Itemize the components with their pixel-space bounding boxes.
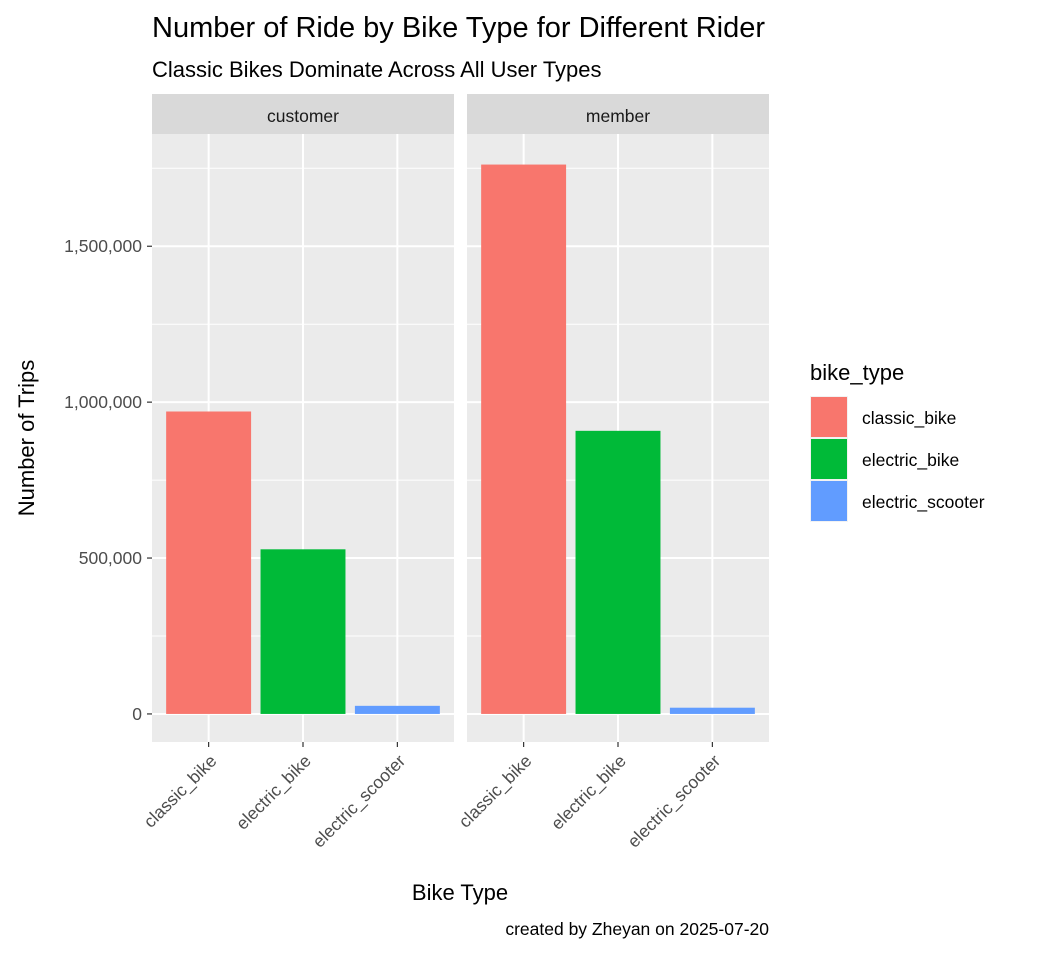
legend-key-electric-bike [811,439,847,479]
legend-label: electric_scooter [862,492,985,513]
facet-panels: customer member [152,94,769,742]
y-tick-label: 0 [132,704,142,724]
legend-key-electric-scooter [811,481,847,521]
x-tick-label: electric_scooter [308,751,410,853]
y-tick-label: 500,000 [79,548,143,568]
legend: bike_type classic_bike electric_bikeelect… [810,360,985,522]
x-axis-title: Bike Type [412,880,508,905]
facet-label: customer [267,106,339,126]
x-tick-label: electric_bike [547,751,631,835]
x-tick-label: electric_scooter [623,751,725,853]
y-axis-title: Number of Trips [14,360,39,517]
facet-label: member [586,106,650,126]
facet-panel-member: member [467,94,769,742]
x-axis: classic_bike electric_bikeelectric_scoote… [140,742,725,852]
chart-caption: created by Zheyan on 2025-07-20 [505,919,769,939]
bar-member-electric-bike [575,430,661,714]
y-axis: 0 500,000 1,000,000 1,500,000 [64,236,152,724]
x-tick-label: classic_bike [140,751,222,833]
facet-strip [467,94,769,134]
bar-customer-electric-bike [260,549,346,714]
chart-subtitle: Classic Bikes Dominate Across All User T… [152,57,602,82]
facet-strip [152,94,454,134]
bar-member-electric-scooter [669,707,755,714]
facet-panel-customer: customer [152,94,454,742]
x-tick-label: electric_bike [232,751,316,835]
y-tick-label: 1,000,000 [64,392,142,412]
legend-title: bike_type [810,360,904,385]
bar-member-classic-bike [481,164,567,714]
legend-label: electric_bike [862,450,959,471]
bar-customer-electric-scooter [354,705,440,714]
legend-label: classic_bike [862,408,956,429]
x-tick-label: classic_bike [455,751,537,833]
y-tick-label: 1,500,000 [64,236,142,256]
bar-customer-classic-bike [166,411,252,714]
legend-key-classic-bike [811,397,847,437]
chart-title: Number of Ride by Bike Type for Differen… [152,12,765,44]
